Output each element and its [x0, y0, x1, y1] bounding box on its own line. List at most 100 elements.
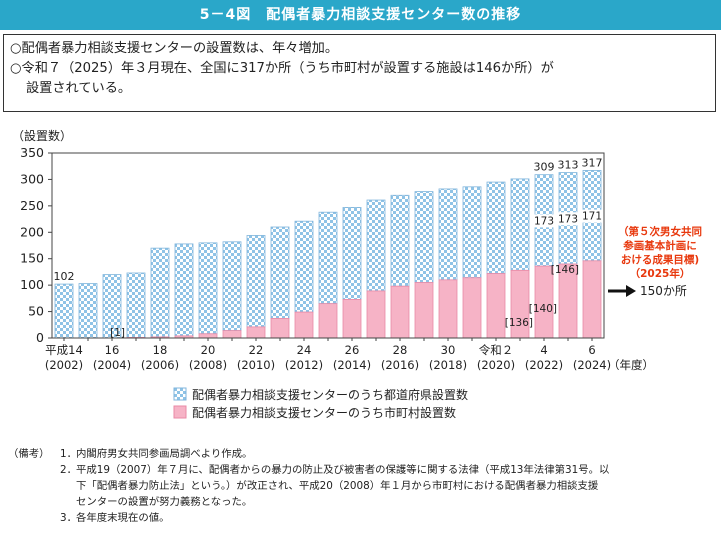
- bar-municipal-segment: [342, 299, 362, 339]
- bar-municipal-segment: [582, 260, 602, 339]
- bar-prefecture-segment: [486, 181, 506, 274]
- x-tick-era-label: 28: [393, 343, 408, 357]
- y-tick-label: 250: [20, 198, 44, 213]
- x-tick-era-label: 令和２: [479, 343, 514, 357]
- bar-municipal-segment: [270, 318, 290, 339]
- bar-prefecture-segment: [366, 199, 386, 292]
- summary-line-1: ○配偶者暴力相談支援センターの設置数は、年々増加。: [10, 41, 339, 56]
- bar-prefecture-segment: [222, 241, 242, 332]
- note-text: 各年度末現在の値。: [76, 512, 170, 524]
- bar-municipal-segment: [462, 277, 482, 339]
- bar-municipal-segment: [294, 311, 314, 339]
- bar-municipal-segment: [366, 290, 386, 339]
- x-tick-year-label: (2024): [573, 358, 611, 372]
- x-tick-year-label: (2022): [525, 358, 563, 372]
- legend-swatch-prefecture: [173, 387, 187, 401]
- bar-prefecture-segment: [78, 283, 98, 339]
- bar-prefecture-segment: [318, 211, 338, 305]
- bar-prefecture-segment: [246, 235, 266, 328]
- notes-head: （備考）: [8, 448, 50, 460]
- note-number: 3．: [60, 512, 78, 524]
- segment-label-bg: [558, 212, 578, 226]
- y-tick-label: 100: [20, 277, 44, 292]
- x-tick-year-label: (2016): [381, 358, 419, 372]
- bar-prefecture-segment: [342, 207, 362, 300]
- target-note-line: おける成果目標): [621, 253, 699, 266]
- x-tick-year-label: (2008): [189, 358, 227, 372]
- x-tick-year-label: (2014): [333, 358, 371, 372]
- total-value-label: 317: [582, 156, 603, 169]
- summary-line-3: 設置されている。: [26, 81, 132, 96]
- bar-prefecture-segment: [150, 247, 170, 338]
- bar-prefecture-segment: [294, 220, 314, 313]
- bar-prefecture-segment: [198, 242, 218, 335]
- x-tick-year-label: (2002): [45, 358, 83, 372]
- x-tick-year-label: (2018): [429, 358, 467, 372]
- bar-prefecture-segment: [414, 191, 434, 283]
- x-tick-era-label: 30: [441, 343, 456, 357]
- target-note-line: 参画基本計画に: [623, 239, 697, 252]
- bar-municipal-segment: [318, 303, 338, 339]
- municipal-value-label: [146]: [551, 264, 579, 276]
- summary-line-2: ○令和７（2025）年３月現在、全国に317か所（うち市町村が設置する施設は14…: [10, 61, 554, 76]
- note-line: 平成19（2007）年７月に、配偶者からの暴力の防止及び被害者の保護等に関する法…: [76, 464, 610, 476]
- bar-prefecture-segment: [390, 194, 410, 287]
- x-tick-era-label: 24: [297, 343, 312, 357]
- note-line: 下「配偶者暴力防止法」という。）が改正され、平成20（2008）年１月から市町村…: [76, 480, 599, 492]
- x-tick-year-label: (2010): [237, 358, 275, 372]
- bar-municipal-segment: [390, 285, 410, 339]
- y-tick-label: 0: [36, 330, 44, 345]
- bar-municipal-segment: [438, 279, 458, 339]
- y-tick-label: 50: [28, 304, 44, 319]
- segment-label-bg: [582, 209, 602, 223]
- prefecture-value-label: 173: [534, 215, 554, 227]
- notes: （備考） 1． 内閣府男女共同参画局調べより作成。 2． 平成19（2007）年…: [8, 446, 716, 526]
- x-tick-era-label: 16: [105, 343, 120, 357]
- bar-prefecture-segment: [438, 188, 458, 281]
- municipal-value-label: [136]: [505, 317, 533, 329]
- target-value: 150か所: [640, 284, 687, 298]
- municipal-value-label: [1]: [110, 327, 125, 339]
- legend-swatch-municipal: [173, 405, 187, 419]
- prefecture-value-label: 171: [582, 211, 602, 223]
- note-text: 平成19（2007）年７月に、配偶者からの暴力の防止及び被害者の保護等に関する法…: [76, 462, 716, 510]
- bar-municipal-segment: [246, 326, 266, 339]
- x-tick-era-label: 18: [153, 343, 168, 357]
- bar-prefecture-segment: [270, 226, 290, 319]
- bar-prefecture-segment: [126, 272, 146, 338]
- y-tick-label: 150: [20, 251, 44, 266]
- x-tick-year-label: (2012): [285, 358, 323, 372]
- note-line: センターの設置が努力義務となった。: [76, 496, 253, 508]
- bar-prefecture-segment: [462, 186, 482, 279]
- target-note-line: （2025年）: [630, 267, 691, 280]
- x-tick-era-label: 平成14: [45, 343, 83, 357]
- y-tick-label: 300: [20, 171, 44, 186]
- bar-municipal-segment: [486, 273, 506, 339]
- x-tick-era-label: 20: [201, 343, 216, 357]
- x-tick-year-label: (2020): [477, 358, 515, 372]
- segment-label-bg: [534, 214, 554, 228]
- x-tick-era-label: 22: [249, 343, 264, 357]
- x-tick-era-label: 6: [588, 343, 595, 357]
- municipal-value-label: [140]: [529, 303, 557, 315]
- total-value-label: 313: [558, 159, 579, 172]
- y-tick-label: 350: [20, 145, 44, 160]
- x-tick-year-label: (2004): [93, 358, 131, 372]
- legend-label-prefecture: 配偶者暴力相談支援センターのうち都道府県設置数: [192, 387, 468, 402]
- y-tick-label: 200: [20, 224, 44, 239]
- x-tick-era-label: 4: [540, 343, 547, 357]
- bar-municipal-segment: [414, 282, 434, 339]
- prefecture-value-label: 173: [558, 213, 578, 225]
- note-row-1: （備考） 1． 内閣府男女共同参画局調べより作成。: [8, 446, 716, 462]
- bar-prefecture-segment: [54, 283, 74, 339]
- legend-label-municipal: 配偶者暴力相談支援センターのうち市町村設置数: [192, 405, 456, 420]
- note-row-3: 3． 各年度末現在の値。: [8, 510, 716, 526]
- target-note-line: （第５次男女共同: [618, 225, 702, 238]
- total-value-label: 102: [54, 270, 75, 283]
- summary-box: ○配偶者暴力相談支援センターの設置数は、年々増加。 ○令和７（2025）年３月現…: [3, 34, 716, 112]
- total-value-label: 309: [534, 161, 555, 174]
- note-number: 1．: [60, 448, 78, 460]
- note-spacer: [8, 510, 60, 526]
- bar-prefecture-segment: [510, 178, 530, 271]
- note-text: 内閣府男女共同参画局調べより作成。: [76, 448, 253, 460]
